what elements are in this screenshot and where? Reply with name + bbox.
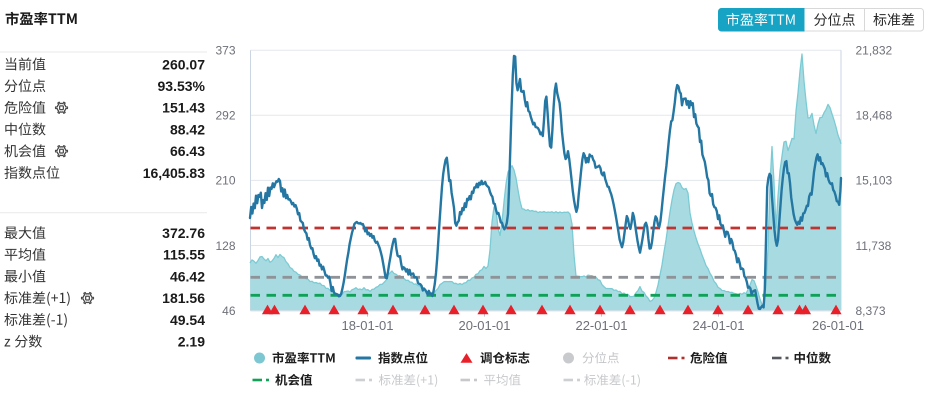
svg-text:46.42: 46.42 bbox=[170, 268, 205, 284]
svg-text:260.07: 260.07 bbox=[162, 56, 205, 72]
svg-text:210: 210 bbox=[215, 174, 235, 188]
svg-text:18-01-01: 18-01-01 bbox=[341, 318, 393, 333]
svg-text:128: 128 bbox=[215, 239, 235, 253]
svg-text:15,103: 15,103 bbox=[856, 174, 893, 188]
svg-text:18,468: 18,468 bbox=[856, 109, 893, 123]
svg-text:46: 46 bbox=[222, 304, 236, 318]
svg-text:66.43: 66.43 bbox=[170, 143, 205, 159]
svg-text:93.53%: 93.53% bbox=[158, 78, 206, 94]
svg-text:292: 292 bbox=[215, 109, 235, 123]
svg-text:181.56: 181.56 bbox=[162, 290, 205, 306]
svg-text:88.42: 88.42 bbox=[170, 121, 205, 137]
svg-text:49.54: 49.54 bbox=[170, 312, 205, 328]
svg-text:24-01-01: 24-01-01 bbox=[692, 318, 744, 333]
svg-text:372.76: 372.76 bbox=[162, 225, 205, 241]
svg-text:373: 373 bbox=[215, 44, 235, 58]
svg-text:2.19: 2.19 bbox=[178, 333, 205, 349]
svg-text:8,373: 8,373 bbox=[856, 304, 886, 318]
svg-text:11,738: 11,738 bbox=[856, 239, 892, 253]
svg-text:21,832: 21,832 bbox=[856, 44, 893, 58]
svg-text:26-01-01: 26-01-01 bbox=[812, 318, 864, 333]
svg-text:16,405.83: 16,405.83 bbox=[143, 165, 205, 181]
svg-text:22-01-01: 22-01-01 bbox=[575, 318, 627, 333]
svg-text:115.55: 115.55 bbox=[163, 247, 205, 263]
svg-text:151.43: 151.43 bbox=[162, 100, 205, 116]
svg-text:20-01-01: 20-01-01 bbox=[458, 318, 510, 333]
